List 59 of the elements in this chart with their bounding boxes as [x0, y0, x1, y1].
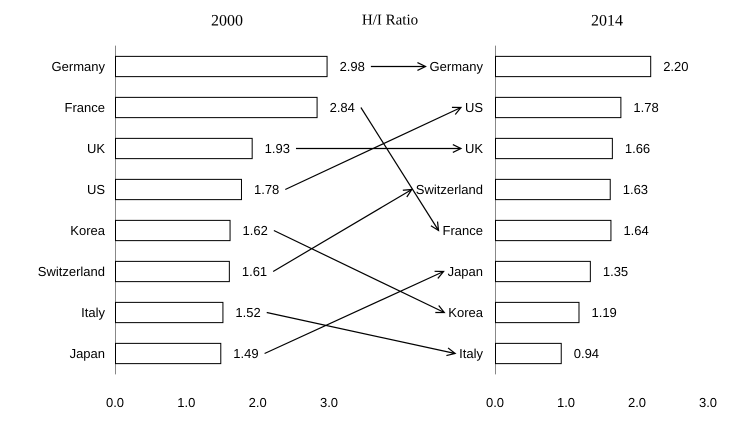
y-tick-label: Korea — [70, 223, 106, 238]
x-tick-label: 2.0 — [628, 395, 646, 410]
y-tick-label: Italy — [81, 305, 106, 320]
bar — [495, 178, 611, 200]
bar — [115, 342, 222, 364]
bar — [115, 220, 231, 242]
data-label: 1.19 — [591, 305, 617, 320]
x-tick-label: 2.0 — [248, 395, 267, 410]
data-label: 1.64 — [623, 223, 649, 238]
y-tick-label: Korea — [448, 305, 484, 320]
y-tick-label: Switzerland — [38, 264, 105, 279]
x-tick-label: 0.0 — [106, 395, 124, 410]
y-tick-label: Japan — [70, 346, 105, 361]
y-tick-label: France — [442, 223, 483, 238]
data-label: 2.20 — [663, 59, 689, 74]
x-tick-label: 0.0 — [486, 395, 504, 410]
bar — [495, 96, 622, 118]
y-tick-label: Germany — [430, 59, 484, 74]
data-label: 1.61 — [242, 264, 268, 279]
y-tick-label: Germany — [52, 59, 106, 74]
y-tick-label: Switzerland — [416, 182, 483, 197]
data-label: 1.49 — [233, 346, 259, 361]
y-tick-label: Italy — [459, 346, 484, 361]
bar — [495, 220, 612, 242]
y-tick-label: France — [64, 100, 105, 115]
chart-title: 2000 — [211, 12, 243, 30]
data-label: 1.35 — [602, 264, 628, 279]
x-tick-label: 3.0 — [698, 395, 718, 410]
bar — [495, 260, 591, 282]
data-label: 0.94 — [574, 346, 600, 361]
bar — [495, 302, 580, 324]
bar — [115, 96, 318, 118]
x-tick-label: 1.0 — [177, 395, 196, 410]
x-tick-label: 1.0 — [556, 395, 576, 410]
y-tick-label: US — [464, 100, 484, 115]
x-tick-label: 3.0 — [320, 395, 338, 410]
data-label: 1.52 — [235, 305, 261, 320]
bar — [115, 138, 253, 160]
bar — [495, 342, 562, 364]
y-tick-label: US — [86, 182, 106, 197]
data-label: 1.62 — [242, 223, 268, 238]
data-label: 1.78 — [633, 100, 659, 115]
bar — [495, 138, 613, 160]
y-tick-label: UK — [86, 141, 106, 156]
chart-title: 2014 — [591, 12, 623, 30]
bar — [115, 56, 328, 78]
data-label: 1.78 — [254, 182, 280, 197]
y-tick-label: Japan — [448, 264, 483, 279]
bar — [115, 260, 230, 282]
data-label: 1.93 — [264, 141, 290, 156]
data-label: 2.98 — [340, 59, 365, 74]
text: H/I Ratio — [362, 12, 418, 28]
data-label: 2.84 — [330, 100, 355, 115]
y-tick-label: UK — [464, 141, 484, 156]
data-label: 1.63 — [622, 182, 648, 197]
bar — [495, 56, 652, 78]
data-label: 1.66 — [624, 141, 650, 156]
bar — [115, 302, 224, 324]
bar — [115, 178, 242, 200]
